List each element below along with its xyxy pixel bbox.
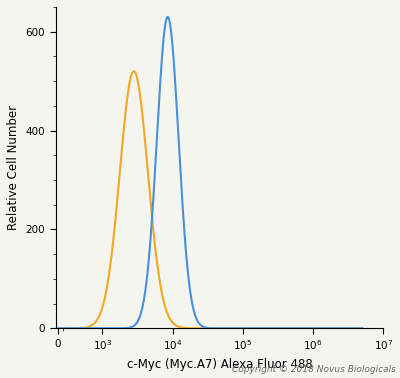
Y-axis label: Relative Cell Number: Relative Cell Number <box>7 105 20 230</box>
Text: Copyright © 2018 Novus Biologicals: Copyright © 2018 Novus Biologicals <box>232 365 396 374</box>
X-axis label: c-Myc (Myc.A7) Alexa Fluor 488: c-Myc (Myc.A7) Alexa Fluor 488 <box>126 358 312 371</box>
